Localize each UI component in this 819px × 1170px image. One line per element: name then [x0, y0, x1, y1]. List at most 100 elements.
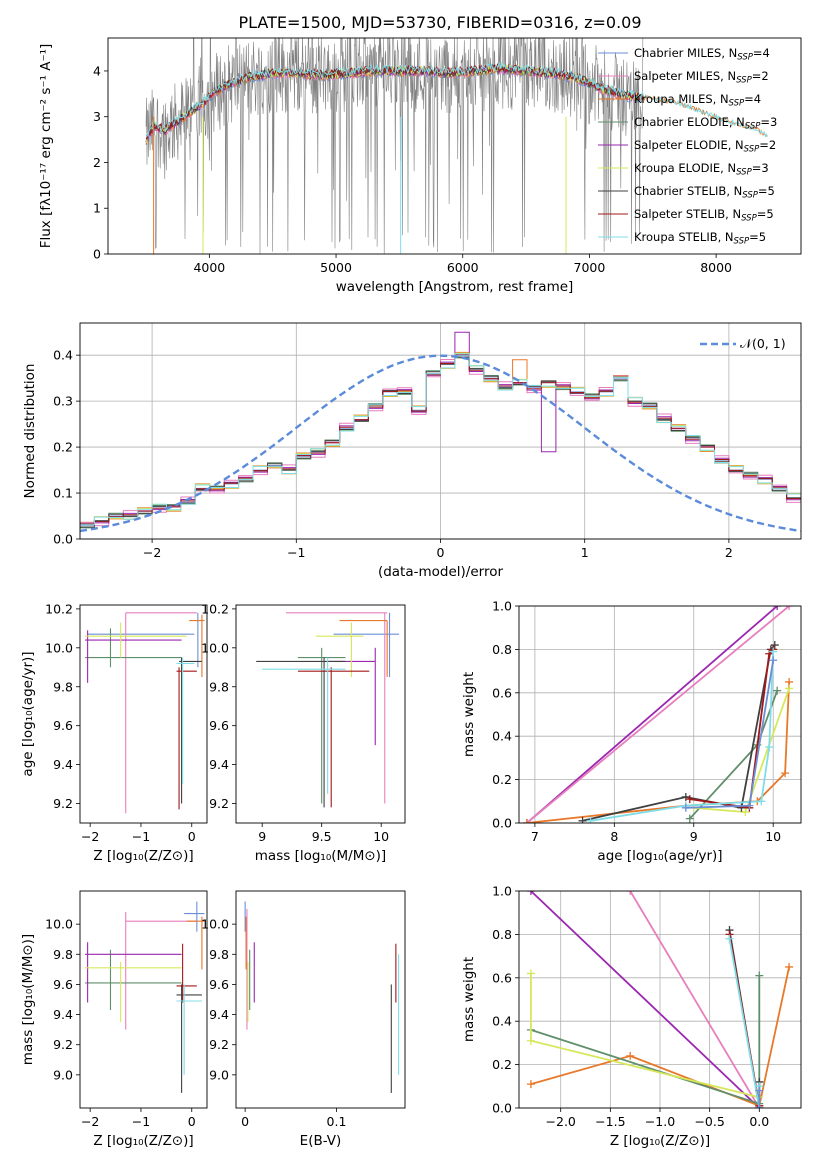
y-tick-label: 9.8 — [53, 679, 73, 694]
legend-subscript: SSP — [736, 168, 752, 178]
x-tick-label: −0.5 — [694, 1114, 724, 1129]
legend-subscript: SSP — [729, 99, 745, 109]
legend-entry-label: Salpeter MILES, NSSP=2 — [634, 69, 769, 86]
x-tick-label: 2 — [725, 545, 733, 560]
data-point-marker — [773, 606, 782, 610]
legend-subscript: SSP — [741, 214, 757, 224]
legend-subscript: SSP — [737, 53, 753, 63]
x-tick-label: 0 — [188, 829, 196, 844]
data-point-marker — [526, 1036, 535, 1045]
data-point-marker — [578, 816, 587, 823]
x-axis-label: Z [log₁₀(Z/Z⊙)] — [93, 848, 193, 864]
legend-text: Chabrier STELIB, N — [634, 184, 742, 198]
legend-subscript: SSP — [745, 122, 761, 132]
axes-frame — [79, 322, 802, 540]
data-point-marker — [745, 801, 754, 810]
legend-entry-label: Chabrier MILES, NSSP=4 — [634, 46, 770, 63]
x-tick-label: 9 — [258, 829, 266, 844]
mass-vs-metallicity-panel: −2 −1 0 9.0 9.2 9.4 9.6 9.8 10.0 Z [log₁₀(Z/Z⊙)] m… — [20, 890, 208, 1149]
legend-text: Chabrier MILES, N — [634, 46, 737, 60]
x-tick-label: −1.5 — [595, 1114, 625, 1129]
legend-entry-label: Salpeter STELIB, NSSP=5 — [634, 207, 774, 224]
y-tick-label: 9.6 — [53, 718, 73, 733]
legend-entry-label: Salpeter ELODIE, NSSP=2 — [634, 138, 776, 155]
y-axis-label: Flux [fλ10⁻¹⁷ erg cm⁻² s⁻¹ A⁻¹] — [38, 44, 54, 249]
plot-area — [526, 891, 794, 1108]
x-tick-label: −2 — [81, 829, 99, 844]
axes-frame — [79, 604, 208, 824]
x-tick-label: 0 — [188, 1114, 196, 1129]
y-tick-label: 9.8 — [53, 947, 73, 962]
legend-text: Kroupa ELODIE, N — [634, 161, 736, 175]
plot-area — [85, 612, 205, 814]
data-point-marker — [741, 808, 750, 817]
x-axis-label: Z [log₁₀(Z/Z⊙)] — [610, 1133, 710, 1149]
y-tick-label: 9.2 — [53, 1037, 73, 1052]
y-tick-label: 9.6 — [53, 977, 73, 992]
x-axis-label: Z [log₁₀(Z/Z⊙)] — [93, 1133, 193, 1149]
y-tick-label: 10.0 — [45, 640, 73, 655]
mass-weight-line-5 — [582, 644, 776, 822]
y-tick-label: 0 — [93, 247, 101, 262]
y-tick-label: 0.1 — [53, 486, 73, 501]
axes-frame — [518, 605, 802, 824]
legend-entry-label: Kroupa STELIB, NSSP=5 — [634, 230, 766, 247]
legend-label: 𝒩(0, 1) — [740, 336, 786, 351]
y-tick-label: 0.4 — [53, 348, 73, 363]
data-point-marker — [785, 962, 794, 971]
massweight-vs-age-panel: 7 8 9 10 0.0 0.2 0.4 0.6 0.8 1.0 age [log₁₀(age/yr… — [461, 599, 802, 864]
age-vs-mass-panel: 9 9.5 10 9.2 9.4 9.6 9.8 10.0 10.2 mass [log₁₀(M/… — [201, 601, 406, 864]
axes-frame — [235, 890, 406, 1109]
residuals-panel: −2 −1 0 1 2 0.0 0.1 0.2 0.3 0.4 (data-model)/error… — [22, 322, 802, 580]
x-tick-label: 0 — [437, 545, 445, 560]
data-point-marker — [685, 814, 694, 823]
y-axis-label: mass [log₁₀(M/M⊙)] — [20, 934, 36, 1065]
x-tick-label: 10 — [765, 829, 781, 844]
x-axis-label: E(B-V) — [300, 1133, 342, 1149]
data-point-marker — [681, 803, 690, 812]
y-tick-label: 0.6 — [492, 970, 512, 985]
normal-curve — [80, 354, 801, 533]
mass-weight-line-0 — [530, 891, 760, 1108]
data-point-marker — [757, 797, 766, 806]
x-tick-label: 8 — [610, 829, 618, 844]
y-tick-label: 9.4 — [209, 757, 229, 772]
y-tick-label: 9.2 — [209, 796, 229, 811]
axes-frame — [79, 890, 208, 1109]
y-tick-label: 3 — [93, 109, 101, 124]
massweight-vs-metallicity-panel: −2.0 −1.5 −1.0 −0.5 0.0 0.0 0.2 0.4 0.6 0.8 1.0 Z [… — [461, 884, 802, 1149]
spectrum-data-line — [145, 38, 644, 254]
x-tick-label: −2.0 — [546, 1114, 576, 1129]
histogram-step-8 — [80, 353, 801, 526]
legend-text: Salpeter MILES, N — [634, 69, 736, 83]
data-point-marker — [769, 656, 778, 665]
y-tick-label: 9.4 — [53, 1007, 73, 1022]
x-tick-label: 0.1 — [327, 1114, 347, 1129]
data-point-marker — [781, 769, 790, 778]
data-point-marker — [755, 1086, 764, 1095]
x-tick-label: −2 — [143, 545, 161, 560]
x-tick-label: −1 — [287, 545, 305, 560]
data-point-marker — [770, 641, 779, 650]
x-axis-label: (data-model)/error — [378, 564, 504, 580]
x-tick-label: 7 — [531, 829, 539, 844]
axes-frame — [518, 890, 802, 1109]
data-point-marker — [769, 647, 778, 656]
axes-frame — [235, 604, 406, 824]
model-line-8 — [145, 61, 768, 138]
legend-suffix: =4 — [744, 92, 761, 106]
legend-suffix: =3 — [760, 115, 777, 129]
x-tick-label: −1.0 — [645, 1114, 675, 1129]
plot-area — [522, 606, 794, 823]
y-tick-label: 0.4 — [492, 1014, 512, 1029]
mass-weight-line-4 — [693, 688, 790, 814]
y-tick-label: 4 — [93, 63, 101, 78]
y-tick-label: 0.2 — [492, 1057, 512, 1072]
data-point-marker — [685, 795, 694, 804]
data-point-marker — [586, 816, 595, 823]
legend-suffix: =4 — [753, 46, 770, 60]
age-vs-metallicity-panel: −2 −1 0 9.2 9.4 9.6 9.8 10.0 10.2 Z [log₁₀(Z/Z⊙)]… — [20, 601, 208, 864]
x-axis-label: wavelength [Angstrom, rest frame] — [336, 279, 574, 295]
x-tick-label: 6000 — [447, 260, 479, 275]
